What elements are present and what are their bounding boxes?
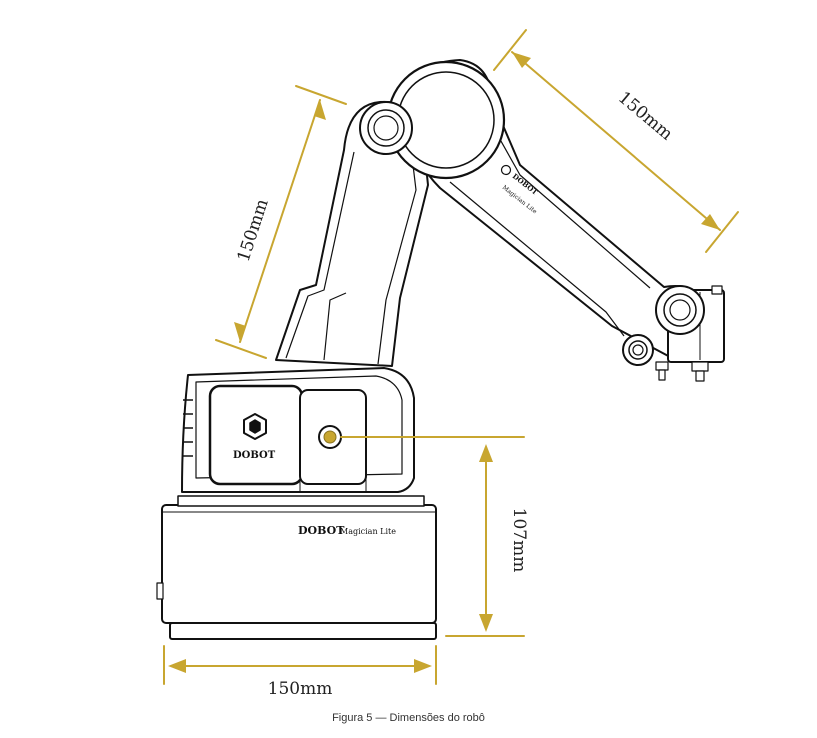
figure-caption: Figura 5 — Dimensões do robô <box>332 712 485 724</box>
svg-text:DOBOT: DOBOT <box>298 524 345 537</box>
base-width-dimension-label: 150mm <box>268 679 333 699</box>
forearm-dimension <box>493 29 739 253</box>
base-brand-text: DOBOT Magician Lite <box>298 524 396 537</box>
shoulder-joint <box>359 101 413 155</box>
side-vents <box>183 399 193 457</box>
front-logo-panel: DOBOT <box>208 384 304 486</box>
elbow-joint <box>386 60 506 180</box>
forearm-dimension-label: 150mm <box>614 88 676 145</box>
front-button-panel <box>299 389 367 485</box>
svg-text:DOBOT: DOBOT <box>233 450 276 461</box>
robot-drawing: DOBOT Magician Lite DOBOT <box>156 59 725 640</box>
upper-arm-dimension-label: 150mm <box>234 197 273 265</box>
base-height-dimension-label: 107mm <box>509 508 529 573</box>
upper-arm-dimension <box>215 85 347 359</box>
dimension-annotations <box>163 29 739 685</box>
svg-text:Magician Lite: Magician Lite <box>340 527 396 536</box>
robot-end-effector <box>622 285 725 382</box>
robot-body: DOBOT <box>181 367 415 493</box>
base-height-dimension <box>340 436 525 637</box>
base-width-dimension <box>163 645 437 685</box>
robot-base: DOBOT Magician Lite <box>156 495 437 640</box>
